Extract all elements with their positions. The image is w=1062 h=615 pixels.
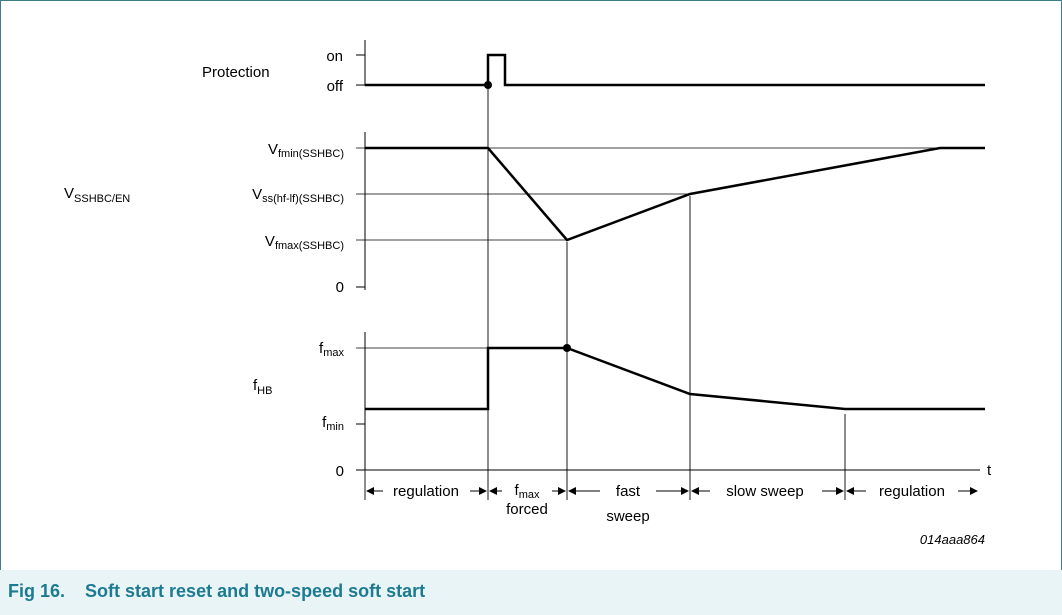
caption-number: Fig 16. [8, 581, 66, 601]
caption-bar [0, 570, 1062, 615]
protection-on-label: on [326, 48, 343, 65]
vfmin-label-sub: fmin(SSHBC) [278, 148, 344, 160]
vfmax-label-main: V [265, 233, 275, 250]
protection-label: Protection [202, 64, 270, 81]
phase-regulation-1-label: regulation [393, 483, 459, 500]
fmax-label: fmax [319, 340, 344, 359]
fmin-label: fmin [322, 414, 344, 433]
fmax-label-sub: max [323, 347, 344, 359]
fhb-label: fHB [253, 377, 272, 397]
vfmin-label: Vfmin(SSHBC) [268, 141, 344, 160]
phase-fast-line1: fast [616, 483, 641, 500]
vsshbc-label: VSSHBC/EN [64, 185, 130, 205]
fhb-signal [365, 346, 985, 411]
timing-diagram: Protection on off VSSHBC/EN Vfmin(SSHBC)… [64, 40, 992, 547]
phase-slow-label: slow sweep [726, 483, 804, 500]
fhb-label-sub: HB [257, 385, 272, 397]
phase-fmax-line2: forced [506, 501, 548, 518]
figure-ref-code: 014aaa864 [920, 532, 985, 547]
phase-fmax-forced: fmax forced [489, 482, 566, 518]
vsshbc-label-main: V [64, 185, 74, 202]
phase-fast-sweep: fast sweep [568, 483, 689, 525]
fmax-label-main: f [319, 340, 324, 357]
phase-fast-line2: sweep [606, 508, 649, 525]
vsshbc-label-sub: SSHBC/EN [74, 193, 130, 205]
phase-regulation-2: regulation [846, 483, 978, 500]
caption-title: Soft start reset and two-speed soft star… [85, 581, 426, 601]
time-axis-label: t [987, 462, 992, 479]
phase-fmax-sub: max [519, 489, 540, 501]
protection-trigger-dot [484, 81, 492, 89]
vss-label-sub: ss(hf-lf)(SSHBC) [262, 193, 344, 205]
vss-label: Vss(hf-lf)(SSHBC) [252, 186, 344, 205]
fhb-label-main: f [253, 377, 258, 394]
phase-fmax-main: f [515, 482, 520, 499]
phase-fmax-line1: fmax [515, 482, 540, 501]
phase-regulation-1: regulation [366, 483, 487, 500]
protection-off-label: off [327, 78, 344, 95]
vfmin-label-main: V [268, 141, 278, 158]
vsshbc-signal [365, 146, 985, 242]
phase-slow-sweep: slow sweep [691, 483, 844, 500]
fmin-label-sub: min [326, 421, 344, 433]
figure-caption: Fig 16. Soft start reset and two-speed s… [8, 581, 425, 602]
vsshbc-zero-label: 0 [336, 279, 344, 296]
protection-signal [365, 53, 985, 87]
phase-regulation-2-label: regulation [879, 483, 945, 500]
vss-label-main: V [252, 186, 262, 203]
vfmax-label-sub: fmax(SSHBC) [275, 240, 344, 252]
fmin-label-main: f [322, 414, 327, 431]
vfmax-label: Vfmax(SSHBC) [265, 233, 344, 252]
fhb-zero-label: 0 [336, 463, 344, 480]
